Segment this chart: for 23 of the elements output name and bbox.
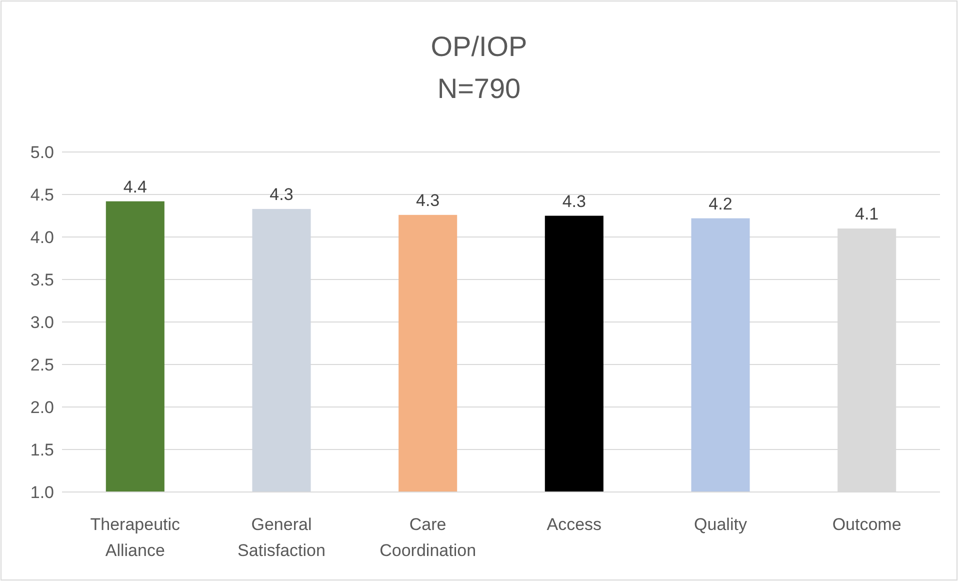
- y-tick-label: 5.0: [30, 142, 54, 162]
- data-label: 4.1: [855, 204, 879, 224]
- y-tick-label: 3.5: [30, 270, 54, 290]
- y-tick-label: 1.5: [30, 440, 54, 460]
- y-tick-label: 2.0: [30, 398, 54, 417]
- x-tick-label: Quality: [694, 515, 748, 534]
- x-tick-label: Outcome: [832, 515, 902, 534]
- x-tick-label: General Satisfaction: [238, 515, 326, 560]
- x-tick-label: Care Coordination: [380, 515, 476, 560]
- y-tick-label: 4.5: [30, 185, 54, 204]
- data-label: 4.2: [708, 194, 732, 214]
- y-tick-label: 4.0: [30, 228, 54, 247]
- chart-subtitle: N=790: [437, 73, 521, 104]
- data-label: 4.3: [270, 184, 294, 204]
- y-tick-label: 2.5: [30, 355, 54, 374]
- chart-title: OP/IOP: [430, 31, 528, 62]
- data-label: 4.3: [562, 192, 586, 211]
- data-label: 4.4: [123, 177, 147, 196]
- x-tick-label: Access: [546, 515, 602, 534]
- y-tick-label: 1.0: [30, 482, 54, 502]
- y-tick-label: 3.0: [30, 312, 54, 332]
- x-tick-label: Therapeutic Alliance: [90, 515, 181, 560]
- data-label: 4.3: [416, 190, 440, 210]
